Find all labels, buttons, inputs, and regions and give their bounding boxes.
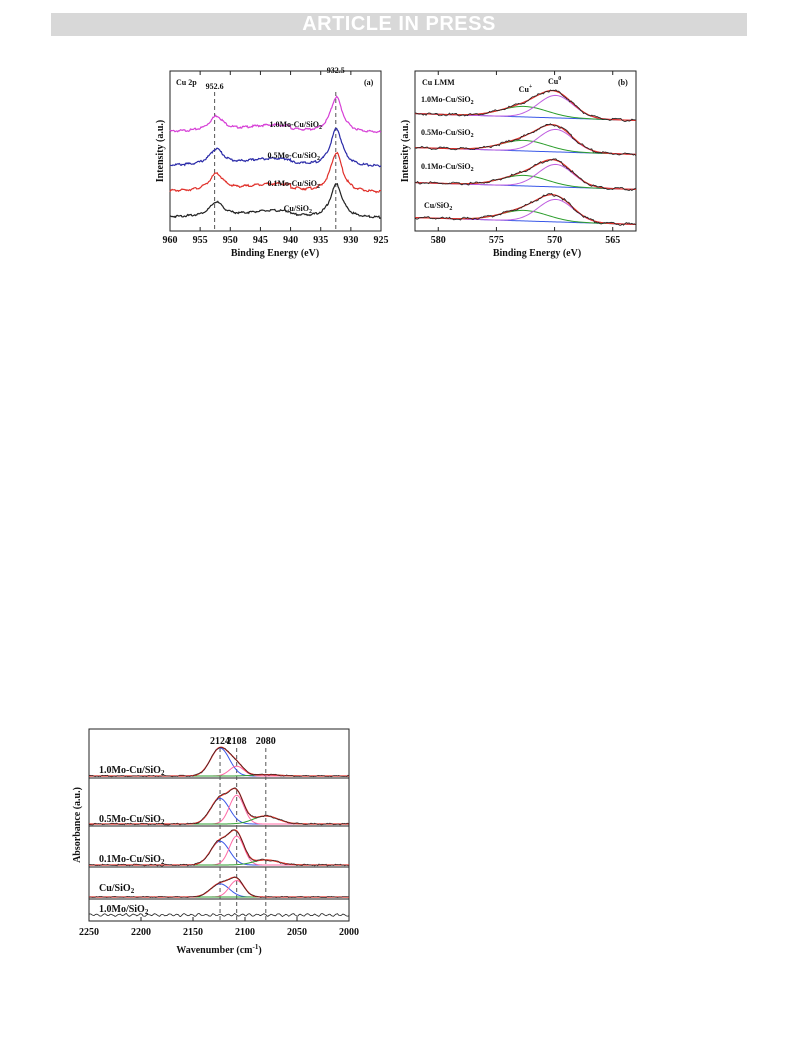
panel-a-ylabel: Intensity (a.u.) xyxy=(155,120,166,183)
panel-b-curves xyxy=(414,89,637,226)
peak-label-2080: 2080 xyxy=(256,736,276,747)
raw-data-c-1 xyxy=(88,787,350,826)
series-line-a-3 xyxy=(169,183,382,219)
xtick-label-a-5: 935 xyxy=(313,235,328,246)
xtick-label-a-4: 940 xyxy=(283,235,298,246)
xtick-label-a-7: 925 xyxy=(374,235,389,246)
series-label-a-0: 1.0Mo-Cu/SiO2 xyxy=(269,120,322,131)
series-label-a-2: 0.1Mo-Cu/SiO2 xyxy=(267,179,320,190)
panel-a-curves xyxy=(169,92,382,231)
article-in-press-banner: ARTICLE IN PRESS xyxy=(51,13,747,36)
series-label-b-1: 0.5Mo-Cu/SiO2 xyxy=(421,128,474,139)
xtick-label-c-1: 2200 xyxy=(131,927,151,938)
panel-b-tag: (b) xyxy=(618,78,628,87)
raw-data-c-3 xyxy=(88,876,350,899)
panel-b-frame xyxy=(414,70,637,232)
panel-c-curves xyxy=(88,746,350,921)
raw-data-b-0 xyxy=(414,89,637,122)
series-line-a-0 xyxy=(169,95,382,134)
raw-data-b-3 xyxy=(414,192,637,226)
xtick-label-c-3: 2100 xyxy=(235,927,255,938)
series-label-a-3: Cu/SiO2 xyxy=(284,204,312,215)
panel-c-separators xyxy=(89,777,349,900)
xtick-label-a-2: 950 xyxy=(223,235,238,246)
panel-a-ticks: 960 955 950 945 940 935 930 925 xyxy=(163,71,389,246)
xtick-label-b-3: 565 xyxy=(605,235,620,246)
panel-c-ticks: 2250 2200 2150 2100 2050 2000 xyxy=(79,917,359,938)
envelope-b-0 xyxy=(414,90,637,121)
cu-plus-label: Cu+ xyxy=(519,84,533,94)
cu-zero-label: Cu0 xyxy=(548,76,561,86)
raw-data-c-0 xyxy=(88,747,350,778)
series-label-c-0: 1.0Mo-Cu/SiO2 xyxy=(99,765,165,777)
xtick-label-b-0: 580 xyxy=(431,235,446,246)
xtick-label-a-0: 960 xyxy=(163,235,178,246)
panel-c-series-labels: 1.0Mo-Cu/SiO2 0.5Mo-Cu/SiO2 0.1Mo-Cu/SiO… xyxy=(99,765,165,916)
series-line-a-2 xyxy=(169,151,382,194)
panel-a-frame xyxy=(169,70,382,232)
series-label-c-2: 0.1Mo-Cu/SiO2 xyxy=(99,854,165,866)
panel-c-ylabel: Absorbance (a.u.) xyxy=(72,787,83,863)
xtick-label-b-2: 570 xyxy=(547,235,562,246)
xtick-label-c-5: 2000 xyxy=(339,927,359,938)
panel-a-series-labels: 1.0Mo-Cu/SiO2 0.5Mo-Cu/SiO2 0.1Mo-Cu/SiO… xyxy=(267,120,322,215)
xtick-label-a-3: 945 xyxy=(253,235,268,246)
xtick-label-c-0: 2250 xyxy=(79,927,99,938)
peak-label-2108: 2108 xyxy=(227,736,247,747)
series-label-c-4: 1.0Mo/SiO2 xyxy=(99,904,149,916)
panel-a-tag: (a) xyxy=(364,78,374,87)
series-label-b-2: 0.1Mo-Cu/SiO2 xyxy=(421,162,474,173)
series-label-b-0: 1.0Mo-Cu/SiO2 xyxy=(421,95,474,106)
xtick-label-c-4: 2050 xyxy=(287,927,307,938)
series-label-c-1: 0.5Mo-Cu/SiO2 xyxy=(99,814,165,826)
panel-b-series-labels: 1.0Mo-Cu/SiO2 0.5Mo-Cu/SiO2 0.1Mo-Cu/SiO… xyxy=(421,95,474,212)
envelope-c-2 xyxy=(89,829,349,866)
xtick-label-a-1: 955 xyxy=(193,235,208,246)
peak-label-952-6: 952.6 xyxy=(206,82,224,91)
series-label-c-3: Cu/SiO2 xyxy=(99,883,135,895)
panel-c-xlabel: Wavenumber (cm-1) xyxy=(176,943,261,956)
xtick-label-c-2: 2150 xyxy=(183,927,203,938)
panel-a-title: Cu 2p xyxy=(176,78,197,87)
series-label-a-1: 0.5Mo-Cu/SiO2 xyxy=(267,151,320,162)
envelope-b-2 xyxy=(414,159,637,190)
peak-label-932-5: 932.5 xyxy=(327,66,345,75)
xtick-label-a-6: 930 xyxy=(343,235,358,246)
raw-data-c-2 xyxy=(88,829,350,867)
series-line-a-1 xyxy=(169,127,382,168)
panel-b-ylabel: Intensity (a.u.) xyxy=(400,120,411,183)
panel-c-frame xyxy=(88,728,350,922)
series-label-b-3: Cu/SiO2 xyxy=(424,201,452,212)
panel-b-xlabel: Binding Energy (eV) xyxy=(493,248,581,259)
xtick-label-b-1: 575 xyxy=(489,235,504,246)
panel-b-title: Cu LMM xyxy=(422,78,455,87)
peak-label-2124: 2124 xyxy=(210,736,230,747)
raw-data-b-2 xyxy=(414,158,637,192)
panel-a-xlabel: Binding Energy (eV) xyxy=(231,248,319,259)
raw-data-b-1 xyxy=(414,123,637,157)
baseline-mo-sio2 xyxy=(88,913,350,918)
panel-b-ticks: 580 575 570 565 xyxy=(431,71,620,246)
